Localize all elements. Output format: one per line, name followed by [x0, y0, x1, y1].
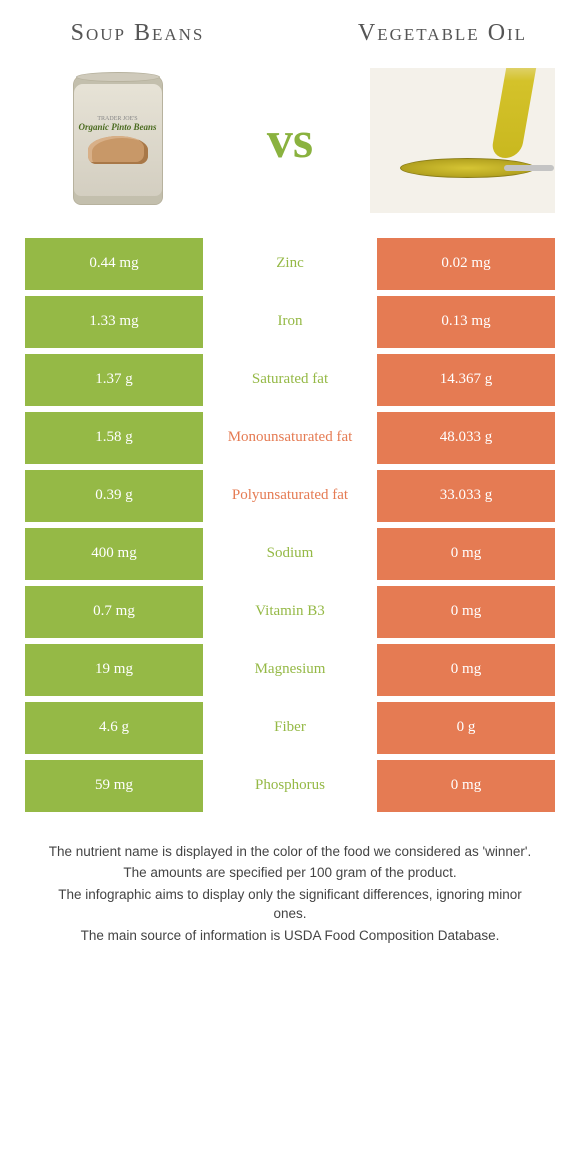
table-row: 1.37 gSaturated fat14.367 g: [25, 354, 555, 406]
right-value: 0.02 mg: [377, 238, 555, 290]
nutrient-label: Vitamin B3: [203, 586, 377, 638]
beans-can-icon: TRADER JOE'S Organic Pinto Beans: [73, 75, 163, 205]
footnote-line: The infographic aims to display only the…: [40, 885, 540, 924]
nutrient-label: Sodium: [203, 528, 377, 580]
right-value: 48.033 g: [377, 412, 555, 464]
vs-label: vs: [257, 111, 323, 170]
nutrient-comparison-table: 0.44 mgZinc0.02 mg 1.33 mgIron0.13 mg 1.37…: [25, 238, 555, 812]
nutrient-label: Zinc: [203, 238, 377, 290]
left-value: 0.39 g: [25, 470, 203, 522]
nutrient-label: Magnesium: [203, 644, 377, 696]
table-row: 0.7 mgVitamin B30 mg: [25, 586, 555, 638]
left-value: 400 mg: [25, 528, 203, 580]
table-row: 0.44 mgZinc0.02 mg: [25, 238, 555, 290]
nutrient-label: Monounsaturated fat: [203, 412, 377, 464]
table-row: 1.58 gMonounsaturated fat48.033 g: [25, 412, 555, 464]
left-value: 1.33 mg: [25, 296, 203, 348]
header-row: Soup Beans Vegetable Oil: [0, 0, 580, 58]
right-food-title: Vegetable Oil: [320, 20, 555, 48]
bean-pile-icon: [88, 136, 148, 164]
right-value: 0 g: [377, 702, 555, 754]
right-value: 33.033 g: [377, 470, 555, 522]
footnote-line: The nutrient name is displayed in the co…: [40, 842, 540, 862]
left-value: 59 mg: [25, 760, 203, 812]
nutrient-label: Polyunsaturated fat: [203, 470, 377, 522]
table-row: 19 mgMagnesium0 mg: [25, 644, 555, 696]
right-value: 0 mg: [377, 760, 555, 812]
right-value: 0 mg: [377, 586, 555, 638]
footnotes: The nutrient name is displayed in the co…: [0, 842, 580, 978]
left-value: 0.7 mg: [25, 586, 203, 638]
can-main-label: Organic Pinto Beans: [78, 122, 156, 132]
left-value: 19 mg: [25, 644, 203, 696]
nutrient-label: Fiber: [203, 702, 377, 754]
images-row: TRADER JOE'S Organic Pinto Beans vs: [0, 58, 580, 238]
left-value: 1.37 g: [25, 354, 203, 406]
oil-pour-icon: [370, 68, 555, 213]
footnote-line: The main source of information is USDA F…: [40, 926, 540, 946]
left-food-image: TRADER JOE'S Organic Pinto Beans: [25, 68, 210, 213]
right-value: 0 mg: [377, 644, 555, 696]
table-row: 1.33 mgIron0.13 mg: [25, 296, 555, 348]
left-food-title: Soup Beans: [25, 20, 260, 48]
table-row: 59 mgPhosphorus0 mg: [25, 760, 555, 812]
table-row: 4.6 gFiber0 g: [25, 702, 555, 754]
right-value: 0.13 mg: [377, 296, 555, 348]
footnote-line: The amounts are specified per 100 gram o…: [40, 863, 540, 883]
nutrient-label: Phosphorus: [203, 760, 377, 812]
table-row: 0.39 gPolyunsaturated fat33.033 g: [25, 470, 555, 522]
right-value: 0 mg: [377, 528, 555, 580]
left-value: 1.58 g: [25, 412, 203, 464]
right-food-image: [370, 68, 555, 213]
left-value: 4.6 g: [25, 702, 203, 754]
table-row: 400 mgSodium0 mg: [25, 528, 555, 580]
right-value: 14.367 g: [377, 354, 555, 406]
left-value: 0.44 mg: [25, 238, 203, 290]
nutrient-label: Saturated fat: [203, 354, 377, 406]
nutrient-label: Iron: [203, 296, 377, 348]
